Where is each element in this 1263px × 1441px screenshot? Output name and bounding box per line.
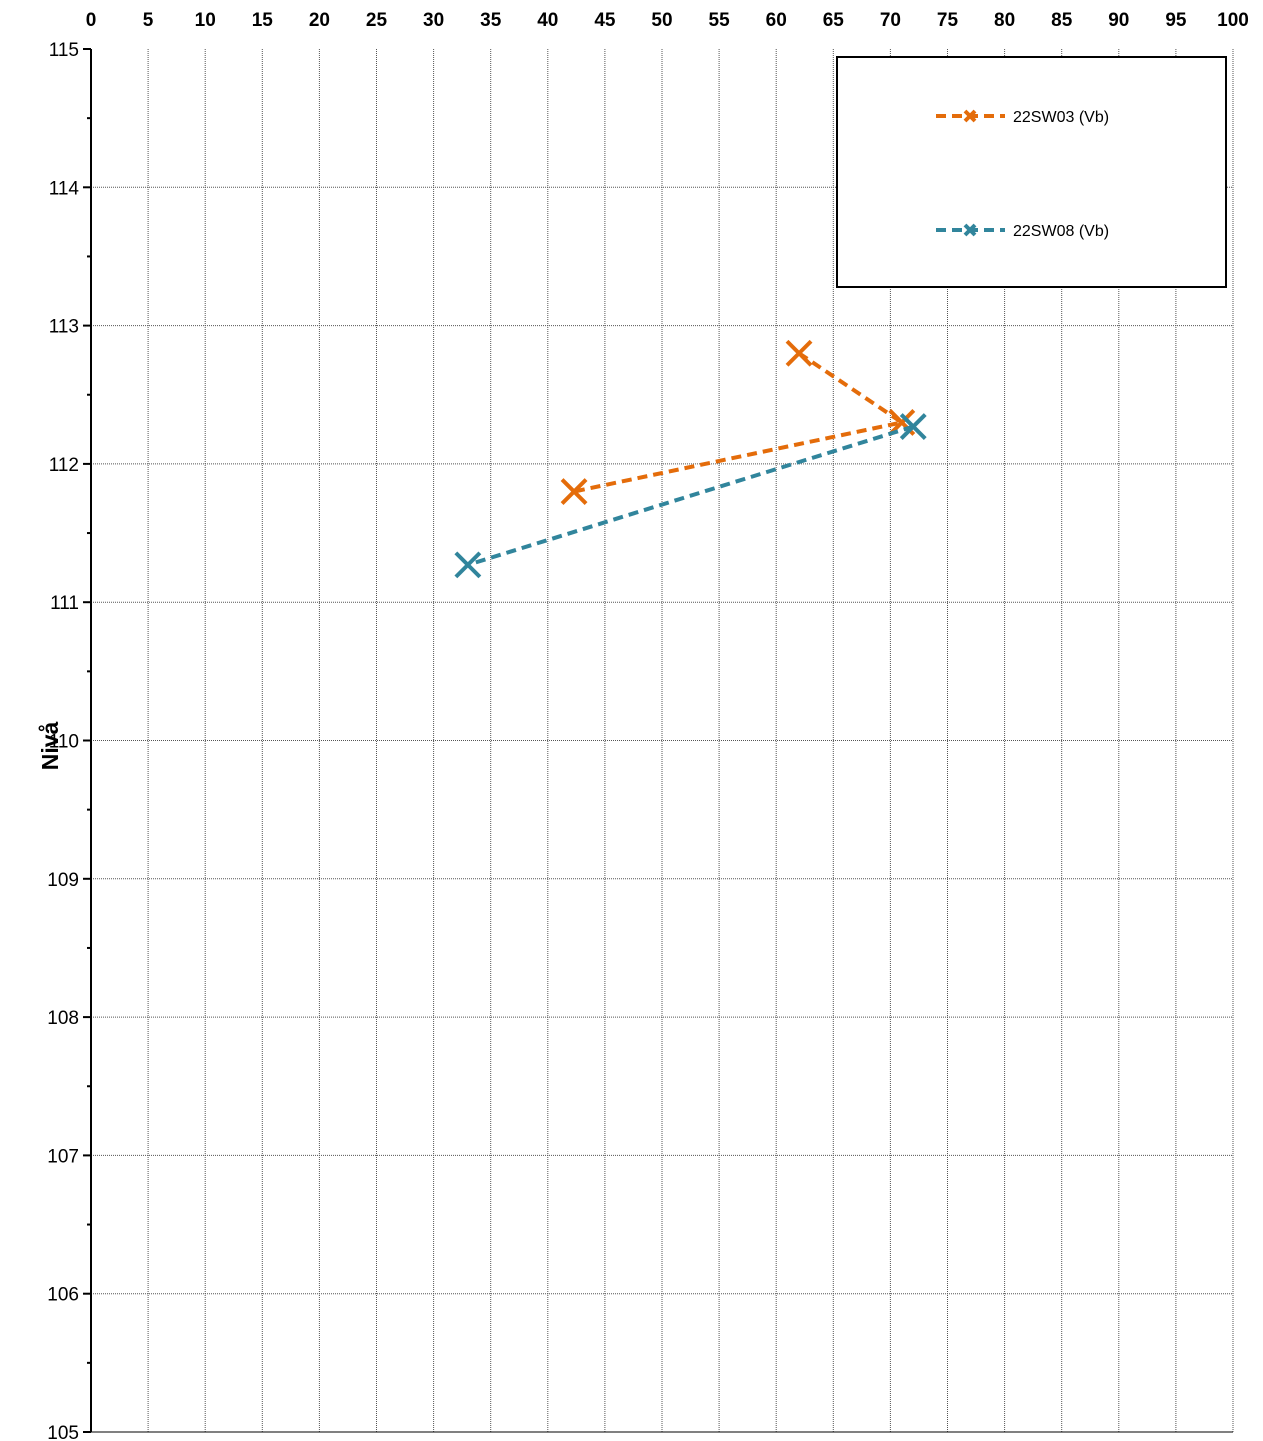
x-tick-label: 20 <box>309 10 330 31</box>
x-tick-label: 15 <box>252 10 274 31</box>
y-axis-ticks: 105 106 107 108 109 110 111 112 113 114 115 <box>47 40 91 1441</box>
x-tick-label: 45 <box>594 10 616 31</box>
marker-stroke <box>785 339 813 367</box>
marker-stroke <box>888 408 916 436</box>
legend-marker <box>963 109 977 123</box>
data-point <box>785 339 813 367</box>
legend-entry-1: 22SW03 (Vb) <box>936 109 1109 126</box>
marker-stroke <box>963 109 977 123</box>
marker-stroke <box>963 223 977 237</box>
y-tick-label: 115 <box>49 40 79 61</box>
x-tick-label: 50 <box>651 10 672 31</box>
legend-label: 22SW08 (Vb) <box>1013 223 1109 240</box>
marker-stroke <box>560 478 588 505</box>
y-tick-label: 114 <box>49 178 80 199</box>
x-tick-label: 30 <box>423 10 444 31</box>
series-2 <box>454 413 927 579</box>
data-point <box>899 413 927 440</box>
y-tick-label: 107 <box>47 1146 79 1167</box>
y-tick-label: 105 <box>47 1423 79 1441</box>
x-tick-label: 40 <box>537 10 558 31</box>
x-tick-label: 70 <box>880 10 901 31</box>
legend-box <box>836 56 1227 288</box>
data-point <box>454 551 482 579</box>
y-tick-label: 110 <box>49 732 79 753</box>
x-tick-label: 60 <box>766 10 787 31</box>
x-axis-ticks: 0 5 10 15 20 25 30 35 40 45 50 55 60 65 70 75 80 85 90 95 10… <box>86 10 1249 31</box>
x-tick-label: 80 <box>994 10 1015 31</box>
y-tick-label: 108 <box>47 1008 79 1029</box>
x-tick-label: 85 <box>1051 10 1073 31</box>
data-point <box>560 478 588 505</box>
x-tick-label: 55 <box>709 10 731 31</box>
y-tick-label: 109 <box>47 870 79 891</box>
x-tick-label: 35 <box>480 10 502 31</box>
x-tick-label: 5 <box>143 10 154 31</box>
x-tick-label: 10 <box>195 10 216 31</box>
y-tick-label: 113 <box>49 317 79 338</box>
series-line <box>573 351 907 494</box>
x-tick-label: 0 <box>86 10 97 31</box>
y-axis-title: Nivå <box>37 722 63 771</box>
series-layer <box>454 339 927 579</box>
x-tick-label: 100 <box>1217 10 1249 31</box>
y-tick-label: 111 <box>50 593 79 614</box>
y-tick-label: 106 <box>47 1285 79 1306</box>
legend-marker <box>963 223 977 237</box>
marker-stroke <box>899 413 927 440</box>
x-tick-label: 95 <box>1165 10 1187 31</box>
marker-stroke <box>454 551 482 579</box>
x-tick-label: 65 <box>823 10 845 31</box>
legend-label: 22SW03 (Vb) <box>1013 109 1109 126</box>
y-tick-label: 112 <box>49 455 79 476</box>
legend: 22SW03 (Vb) 22SW08 (Vb) <box>836 56 1227 288</box>
legend-entry-2: 22SW08 (Vb) <box>936 223 1109 240</box>
x-tick-label: 25 <box>366 10 388 31</box>
series-line <box>467 424 914 567</box>
x-tick-label: 90 <box>1108 10 1129 31</box>
x-tick-label: 75 <box>937 10 959 31</box>
